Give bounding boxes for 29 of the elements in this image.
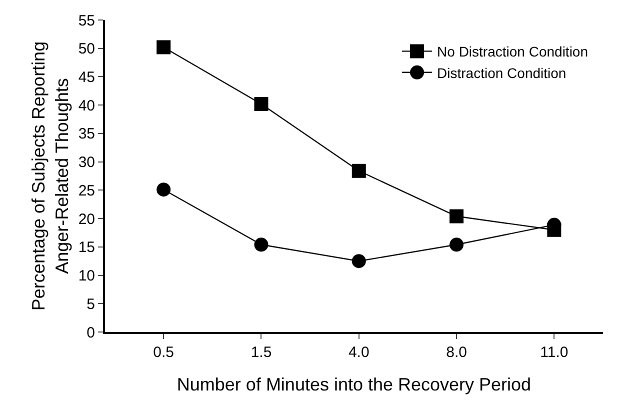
x-axis-title: Number of Minutes into the Recovery Period	[176, 374, 532, 395]
x-tick-label: 8.0	[446, 344, 467, 361]
point	[352, 254, 366, 268]
point	[156, 182, 171, 197]
point	[156, 40, 171, 54]
y-tick-label: 15	[78, 239, 95, 256]
point	[450, 238, 464, 252]
y-tick-label: 25	[78, 182, 95, 200]
y-tick-label: 50	[78, 40, 95, 58]
y-tick-label: 5	[86, 296, 95, 313]
y-axis-title: Percentage of Subjects Reporting Anger-Related Thoughts	[28, 41, 72, 311]
y-tick-label: 20	[78, 210, 95, 228]
point	[254, 96, 268, 111]
legend-label: No Distraction Condition	[437, 44, 588, 60]
y-tick-label: 40	[78, 97, 95, 114]
y-tick-label: 30	[78, 154, 95, 172]
x-tick-label: 0.5	[153, 344, 174, 361]
point	[352, 164, 366, 178]
y-tick-label: 45	[78, 68, 95, 86]
x-tick-label: 11.0	[540, 344, 568, 361]
y-tick-label: 10	[78, 268, 95, 285]
y-tick-label: 35	[78, 126, 95, 143]
y-tick-label: 55	[78, 12, 95, 30]
y-tick-label: 0	[86, 324, 95, 342]
x-tick-label: 4.0	[348, 344, 370, 361]
point	[450, 209, 464, 224]
point	[254, 238, 268, 252]
x-tick-label: 1.5	[250, 344, 272, 361]
legend-label: Distraction Condition	[437, 64, 566, 81]
